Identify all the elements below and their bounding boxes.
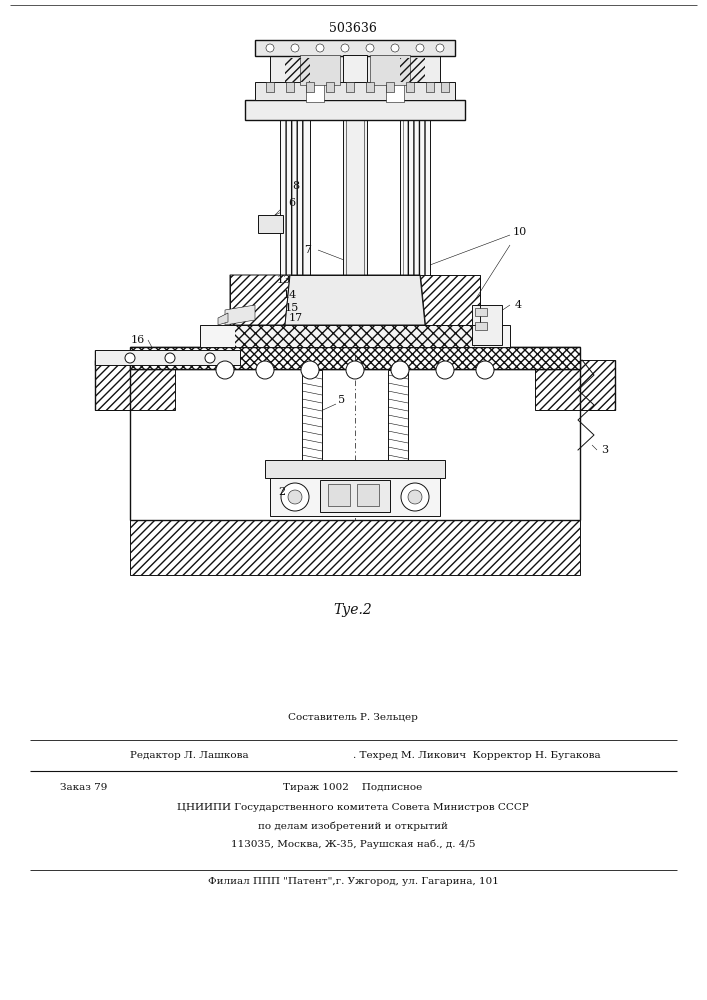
Bar bbox=[346, 82, 354, 92]
Polygon shape bbox=[420, 275, 480, 325]
Circle shape bbox=[341, 44, 349, 52]
Polygon shape bbox=[95, 360, 175, 410]
Bar bbox=[285, 58, 310, 82]
Bar bbox=[283, 115, 307, 280]
Text: 17: 17 bbox=[289, 313, 303, 323]
Circle shape bbox=[391, 44, 399, 52]
Circle shape bbox=[401, 483, 429, 511]
Text: 15: 15 bbox=[285, 303, 299, 313]
Bar bbox=[306, 82, 314, 92]
Polygon shape bbox=[130, 520, 580, 575]
Polygon shape bbox=[535, 360, 615, 410]
Bar bbox=[400, 58, 425, 82]
Bar bbox=[472, 305, 502, 345]
Text: 113035, Москва, Ж-35, Раушская наб., д. 4/5: 113035, Москва, Ж-35, Раушская наб., д. … bbox=[230, 839, 475, 849]
Text: 4: 4 bbox=[515, 300, 522, 310]
Bar bbox=[265, 460, 445, 478]
Bar bbox=[286, 82, 294, 92]
Circle shape bbox=[281, 483, 309, 511]
Text: 8: 8 bbox=[293, 181, 300, 191]
Circle shape bbox=[416, 44, 424, 52]
Polygon shape bbox=[285, 275, 425, 325]
Text: 13: 13 bbox=[277, 275, 291, 285]
Bar bbox=[357, 484, 379, 506]
Bar bbox=[235, 325, 475, 347]
Circle shape bbox=[476, 361, 494, 379]
Circle shape bbox=[436, 361, 454, 379]
Circle shape bbox=[301, 361, 319, 379]
Bar bbox=[258, 215, 283, 233]
Bar bbox=[475, 322, 487, 330]
Circle shape bbox=[205, 353, 215, 363]
Text: Τуе.2: Τуе.2 bbox=[334, 603, 373, 617]
Bar bbox=[245, 100, 465, 120]
Text: 14: 14 bbox=[283, 290, 297, 300]
Text: 5: 5 bbox=[339, 395, 346, 405]
Text: 10: 10 bbox=[513, 227, 527, 237]
Bar bbox=[406, 82, 414, 92]
Bar bbox=[326, 82, 334, 92]
Bar bbox=[300, 55, 340, 85]
Text: по делам изобретений и открытий: по делам изобретений и открытий bbox=[258, 821, 448, 831]
Bar bbox=[475, 308, 487, 316]
Circle shape bbox=[256, 361, 274, 379]
Circle shape bbox=[391, 361, 409, 379]
Polygon shape bbox=[218, 313, 228, 325]
Bar bbox=[280, 115, 310, 280]
Text: ЦНИИПИ Государственного комитета Совета Министров СССР: ЦНИИПИ Государственного комитета Совета … bbox=[177, 804, 529, 812]
Text: Заказ 79: Заказ 79 bbox=[60, 782, 107, 792]
Text: 503636: 503636 bbox=[329, 21, 377, 34]
Bar bbox=[270, 478, 440, 516]
Circle shape bbox=[291, 44, 299, 52]
Bar bbox=[366, 82, 374, 92]
Bar bbox=[255, 40, 455, 56]
Circle shape bbox=[346, 361, 364, 379]
Bar bbox=[343, 55, 367, 325]
Text: 2: 2 bbox=[279, 487, 286, 497]
Polygon shape bbox=[230, 275, 290, 325]
Bar bbox=[306, 60, 324, 102]
Text: 7: 7 bbox=[305, 245, 312, 255]
Circle shape bbox=[366, 44, 374, 52]
Polygon shape bbox=[225, 305, 255, 325]
Circle shape bbox=[316, 44, 324, 52]
Bar bbox=[388, 370, 408, 490]
Bar bbox=[200, 325, 510, 347]
Text: 6: 6 bbox=[288, 198, 296, 208]
Circle shape bbox=[165, 353, 175, 363]
Bar bbox=[386, 60, 404, 102]
Bar bbox=[130, 347, 580, 369]
Text: 3: 3 bbox=[602, 445, 609, 455]
Bar bbox=[400, 115, 430, 280]
Bar bbox=[441, 82, 449, 92]
Circle shape bbox=[408, 490, 422, 504]
Bar bbox=[130, 347, 580, 369]
Bar bbox=[255, 82, 455, 100]
Text: Редактор Л. Лашкова: Редактор Л. Лашкова bbox=[130, 752, 249, 760]
Text: . Техред М. Ликович  Корректор Н. Бугакова: . Техред М. Ликович Корректор Н. Бугаков… bbox=[353, 752, 601, 760]
Bar bbox=[370, 55, 410, 85]
Bar bbox=[426, 82, 434, 92]
Circle shape bbox=[266, 44, 274, 52]
Bar bbox=[95, 350, 240, 365]
Bar bbox=[403, 115, 427, 280]
Text: 16: 16 bbox=[131, 335, 145, 345]
Bar bbox=[386, 82, 394, 92]
Bar bbox=[320, 480, 390, 512]
Text: Филиал ППП "Патент",г. Ужгород, ул. Гагарина, 101: Филиал ППП "Патент",г. Ужгород, ул. Гага… bbox=[208, 878, 498, 886]
Bar bbox=[328, 484, 350, 506]
Bar bbox=[270, 55, 440, 85]
Circle shape bbox=[288, 490, 302, 504]
Bar bbox=[302, 370, 322, 490]
Bar bbox=[266, 82, 274, 92]
Text: Составитель Р. Зельцер: Составитель Р. Зельцер bbox=[288, 714, 418, 722]
Circle shape bbox=[436, 44, 444, 52]
Circle shape bbox=[216, 361, 234, 379]
Circle shape bbox=[125, 353, 135, 363]
Text: Тираж 1002    Подписное: Тираж 1002 Подписное bbox=[284, 782, 423, 792]
